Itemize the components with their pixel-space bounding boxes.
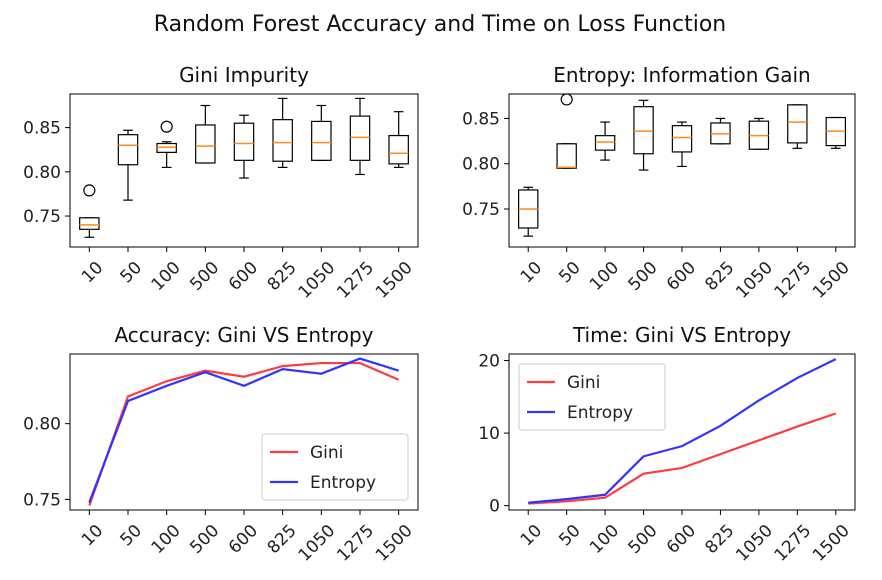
outlier-point: [560, 93, 573, 106]
legend: Gini Entropy: [261, 433, 409, 501]
x-tick-label: 100: [586, 521, 623, 558]
box-100: [156, 120, 177, 169]
x-tick-label: 1050: [732, 521, 777, 566]
box-825: [272, 97, 293, 169]
legend-label: Gini: [310, 443, 343, 463]
iqr-box: [556, 143, 577, 169]
legend-box: [261, 433, 409, 501]
x-tick-label: 1500: [809, 258, 854, 303]
box-500: [633, 99, 654, 171]
x-tick-label: 1275: [771, 258, 816, 303]
y-tick-label: 10: [478, 424, 500, 444]
box-1500: [825, 116, 846, 149]
x-tick-label: 1500: [809, 521, 854, 566]
x-tick-label: 500: [186, 258, 223, 295]
legend: Gini Entropy: [518, 363, 666, 431]
x-tick-label: 1050: [295, 258, 340, 303]
panel-title: Time: Gini VS Entropy: [572, 323, 791, 347]
x-tick-label: 1050: [295, 521, 340, 566]
y-tick-label: 0.80: [462, 155, 500, 175]
iqr-box: [233, 122, 255, 161]
box-1050: [311, 104, 332, 161]
box-1500: [388, 111, 409, 169]
figure-suptitle: Random Forest Accuracy and Time on Loss …: [154, 12, 726, 37]
iqr-box: [195, 124, 216, 164]
iqr-box: [272, 119, 293, 162]
x-tick-label: 600: [663, 521, 700, 558]
x-tick-label: 500: [624, 258, 661, 295]
box-1275: [349, 97, 371, 176]
y-tick-label: 0.85: [23, 119, 61, 139]
y-tick-label: 0.85: [462, 109, 500, 129]
y-tick-label: 0.75: [23, 207, 61, 227]
box-10: [79, 184, 100, 238]
x-tick-label: 10: [78, 521, 107, 550]
panel-title: Gini Impurity: [179, 63, 309, 87]
x-tick-label: 50: [117, 521, 146, 550]
box-600: [671, 121, 693, 168]
x-tick-label: 1050: [732, 258, 777, 303]
x-tick-label: 1500: [372, 521, 417, 566]
x-tick-label: 600: [225, 258, 262, 295]
box-10: [518, 186, 539, 237]
outlier-point: [160, 120, 173, 133]
x-tick-label: 50: [555, 521, 584, 550]
iqr-box: [79, 217, 100, 230]
x-tick-label: 10: [517, 521, 546, 550]
legend-label: Entropy: [310, 473, 376, 493]
panel-title: Entropy: Information Gain: [553, 63, 810, 87]
y-tick-label: 0: [489, 497, 500, 517]
series-line-entropy: [528, 358, 837, 504]
x-tick-label: 1275: [333, 258, 378, 303]
series-line-entropy: [88, 357, 399, 503]
x-tick-label: 600: [225, 521, 262, 558]
iqr-box: [349, 115, 371, 161]
box-825: [710, 117, 731, 145]
x-tick-label: 10: [517, 258, 546, 287]
box-100: [594, 121, 616, 161]
iqr-box: [156, 142, 177, 153]
panel-title: Accuracy: Gini VS Entropy: [114, 323, 373, 347]
x-tick-label: 50: [555, 258, 584, 287]
iqr-box: [671, 125, 693, 153]
box-1275: [787, 104, 808, 149]
box-50: [556, 93, 577, 169]
iqr-box: [633, 106, 654, 155]
box-600: [233, 114, 255, 179]
y-tick-label: 0.75: [462, 200, 500, 220]
y-tick-label: 0.80: [23, 163, 61, 183]
legend-label: Entropy: [567, 403, 633, 423]
x-tick-label: 50: [117, 258, 146, 287]
iqr-box: [388, 134, 409, 165]
legend-label: Gini: [567, 373, 600, 393]
y-tick-label: 0.75: [23, 490, 61, 510]
x-tick-label: 1275: [333, 521, 378, 566]
iqr-box: [787, 104, 808, 144]
x-tick-label: 600: [663, 258, 700, 295]
box-500: [195, 104, 216, 164]
box-50: [117, 129, 139, 201]
x-tick-label: 10: [78, 258, 107, 287]
outlier-point: [83, 184, 96, 197]
y-tick-label: 0.80: [23, 415, 61, 435]
y-tick-label: 20: [478, 352, 500, 372]
x-tick-label: 500: [624, 521, 661, 558]
x-tick-label: 1275: [771, 521, 816, 566]
iqr-box: [594, 135, 616, 151]
series-line-gini: [528, 412, 837, 505]
x-tick-label: 500: [186, 521, 223, 558]
x-tick-label: 100: [148, 258, 185, 295]
x-tick-label: 1500: [372, 258, 417, 303]
iqr-box: [117, 134, 139, 166]
box-1050: [748, 117, 770, 150]
legend-box: [518, 363, 666, 431]
x-tick-label: 100: [148, 521, 185, 558]
x-tick-label: 100: [586, 258, 623, 295]
iqr-box: [311, 120, 332, 161]
